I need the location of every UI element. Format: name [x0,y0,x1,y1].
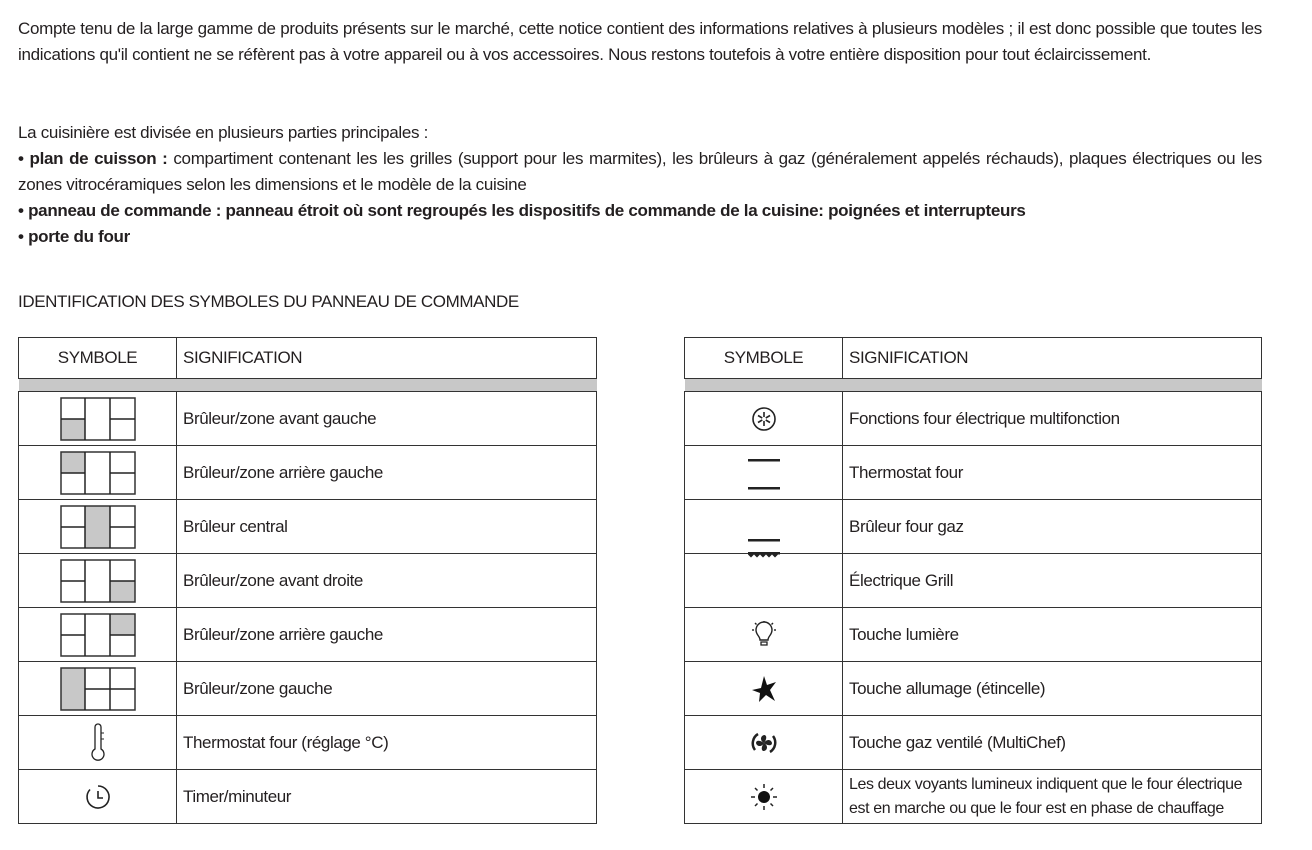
section-title: IDENTIFICATION DES SYMBOLES DU PANNEAU D… [18,292,519,311]
meaning-cell: Brûleur four gaz [842,499,1262,554]
symbol-row: Touche lumière [684,607,1262,662]
burner-left-icon [19,666,176,711]
symbol-cell [18,769,177,824]
symbols-table-left: SYMBOLE SIGNIFICATION Brûleur/zone avant … [18,337,597,824]
meaning-cell: Électrique Grill [842,553,1262,608]
symbol-row: Brûleur/zone gauche [18,661,597,716]
meaning-cell: Brûleur central [176,499,597,554]
symbol-cell [684,607,843,662]
symbol-cell [684,499,843,554]
symbol-cell [684,551,843,608]
header-symbol: SYMBOLE [18,337,177,379]
meaning-cell: Fonctions four électrique multifonction [842,391,1262,446]
header-band [684,378,1262,392]
symbol-row: Brûleur/zone avant gauche [18,391,597,446]
meaning-cell: Brûleur/zone avant droite [176,553,597,608]
symbol-cell [18,553,177,608]
symbol-row: Brûleur/zone arrière gauche [18,445,597,500]
header-meaning: SIGNIFICATION [176,337,597,379]
meaning-cell: Touche lumière [842,607,1262,662]
meaning-cell: Brûleur/zone arrière gauche [176,607,597,662]
symbol-cell [684,391,843,446]
intro-text: Compte tenu de la large gamme de produit… [18,19,1262,64]
intro-paragraph: Compte tenu de la large gamme de produit… [18,16,1262,68]
symbol-row: Brûleur/zone avant droite [18,553,597,608]
symbol-row: Brûleur/zone arrière gauche [18,607,597,662]
meaning-cell: Thermostat four (réglage °C) [176,715,597,770]
meaning-cell: Touche gaz ventilé (MultiChef) [842,715,1262,770]
symbol-cell [684,661,843,716]
parts-lead: La cuisinière est divisée en plusieurs p… [18,123,429,142]
symbol-cell [684,445,843,500]
burner-rear-right-icon [19,612,176,657]
meaning-cell: Brûleur/zone gauche [176,661,597,716]
indicator-light-icon [685,782,842,812]
header-band [18,378,597,392]
symbol-cell [18,607,177,662]
symbol-cell [18,391,177,446]
gas-oven-burner-icon [685,507,842,547]
timer-icon [19,783,176,811]
part-item: • plan de cuisson : compartiment contena… [18,146,1262,198]
symbol-row: Brûleur central [18,499,597,554]
header-meaning: SIGNIFICATION [842,337,1262,379]
spark-icon [685,675,842,703]
part-term: • panneau de commande : panneau étroit o… [18,201,1026,220]
multifunction-icon [685,406,842,432]
meaning-cell: Touche allumage (étincelle) [842,661,1262,716]
header-symbol: SYMBOLE [684,337,843,379]
symbol-row: Timer/minuteur [18,769,597,824]
burner-central-icon [19,504,176,549]
symbol-row: Électrique Grill [684,551,1262,608]
parts-paragraph: La cuisinière est divisée en plusieurs p… [18,120,1262,250]
symbol-cell [18,661,177,716]
symbol-cell [684,715,843,770]
burner-front-left-icon [19,396,176,441]
thermometer-icon [19,722,176,763]
oven-thermostat-icon [685,453,842,493]
symbol-cell [18,445,177,500]
part-term: • porte du four [18,227,130,246]
burner-rear-left-icon [19,450,176,495]
symbol-row: Les deux voyants lumineux indiquent que … [684,769,1262,824]
part-item: • panneau de commande : panneau étroit o… [18,198,1262,224]
burner-front-right-icon [19,558,176,603]
part-term: • plan de cuisson : [18,149,168,168]
part-desc: compartiment contenant les les grilles (… [18,149,1262,194]
light-bulb-icon [685,620,842,649]
electric-grill-icon [685,548,842,588]
symbol-row: Fonctions four électrique multifonction [684,391,1262,446]
meaning-cell: Brûleur/zone avant gauche [176,391,597,446]
symbol-row: Touche allumage (étincelle) [684,661,1262,716]
meaning-cell: Les deux voyants lumineux indiquent que … [842,769,1262,824]
part-item: • porte du four [18,224,1262,250]
meaning-cell: Thermostat four [842,445,1262,500]
fan-icon [685,728,842,758]
symbol-cell [684,769,843,824]
symbol-row: Thermostat four [684,445,1262,500]
symbols-table-right: SYMBOLE SIGNIFICATION Fonctions four élec… [684,337,1262,824]
symbol-cell [18,499,177,554]
symbol-row: Touche gaz ventilé (MultiChef) [684,715,1262,770]
symbol-row: Brûleur four gaz [684,499,1262,554]
meaning-cell: Brûleur/zone arrière gauche [176,445,597,500]
symbol-row: Thermostat four (réglage °C) [18,715,597,770]
symbol-cell [18,715,177,770]
meaning-cell: Timer/minuteur [176,769,597,824]
